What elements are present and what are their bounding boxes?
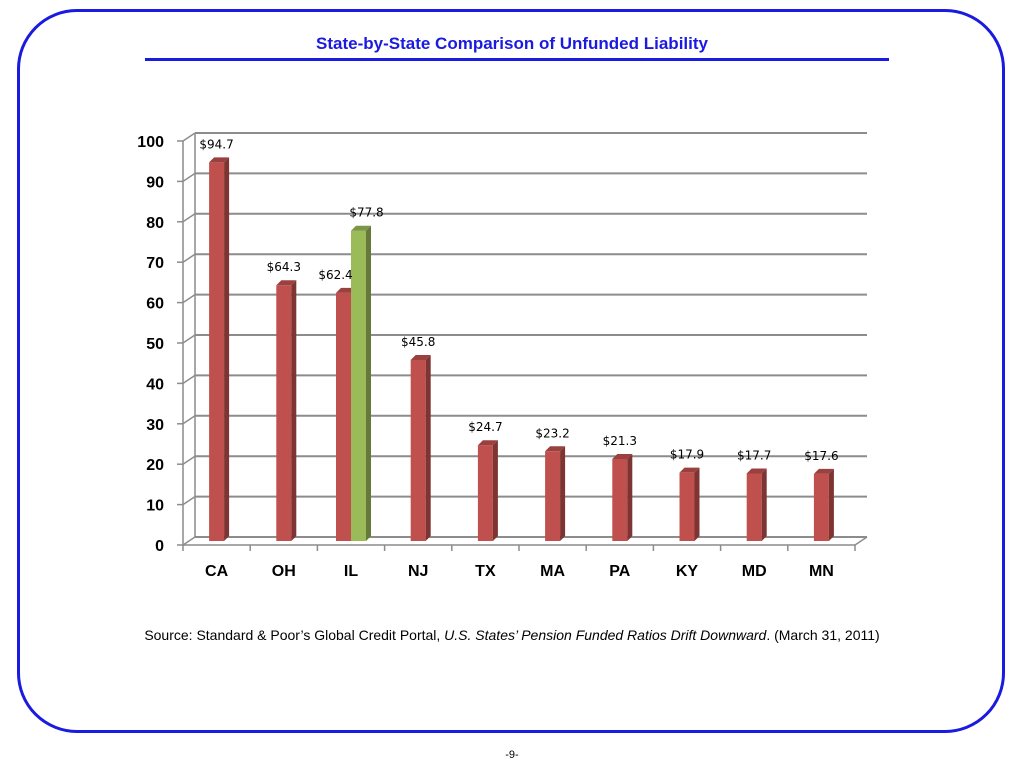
bar-top: [477, 440, 498, 446]
bar: [679, 472, 695, 541]
y-axis-tick-labels: 0 10 20 30 40 50 60 70 80 90 100: [137, 134, 164, 555]
x-tick-label: IL: [344, 563, 358, 580]
bar: [351, 230, 366, 542]
bar: [746, 473, 762, 541]
bar: [336, 292, 351, 541]
bar-top: [612, 453, 633, 459]
y-tick-label: 100: [137, 134, 164, 151]
bar-side: [560, 446, 566, 541]
floor-right-edge: [854, 536, 868, 546]
bar-top: [545, 446, 566, 452]
bar-side: [291, 280, 297, 541]
gridline-depth: [182, 374, 196, 385]
y-tick-label: 20: [146, 457, 164, 474]
source-publication: U.S. States’ Pension Funded Ratios Drift…: [444, 627, 767, 643]
bar-top: [276, 280, 297, 286]
bar: [477, 445, 493, 541]
y-tick-label: 70: [146, 255, 164, 272]
bar-value-label: $21.3: [603, 434, 637, 448]
x-tick-label: OH: [272, 563, 296, 580]
gridline-depth: [182, 455, 196, 465]
data-labels: $94.7 $64.3 $62.4 $77.8 $45.8 $24.7 $23.2 $21.3…: [199, 137, 838, 462]
source-prefix: Source: Standard & Poor’s Global Credit …: [144, 627, 445, 643]
x-tick-label: MD: [742, 563, 767, 580]
gridlines: [182, 132, 867, 546]
bar-side: [425, 354, 431, 541]
bar-value-label: $77.8: [349, 206, 383, 220]
x-tick-label: CA: [205, 563, 229, 580]
x-tick-label: NJ: [408, 563, 428, 580]
bar-side: [366, 225, 371, 542]
bar-value-label: $62.4: [318, 268, 352, 282]
slide-title: State-by-State Comparison of Unfunded Li…: [316, 34, 708, 53]
y-tick-label: 80: [146, 215, 164, 232]
gridline-depth: [182, 213, 196, 223]
bar-value-label: $23.2: [535, 426, 569, 440]
bar: [612, 458, 628, 541]
y-tick-label: 10: [146, 498, 164, 515]
gridline-depth: [182, 253, 196, 263]
bar-side: [224, 157, 230, 542]
bar-value-label: $64.3: [267, 260, 301, 274]
bar-top: [679, 467, 700, 473]
bar-side: [828, 468, 834, 541]
source-suffix: . (March 31, 2011): [766, 627, 880, 643]
y-tick-label: 30: [146, 417, 164, 434]
bar: [410, 359, 426, 541]
bar-top: [746, 468, 767, 474]
bar-value-label: $17.7: [737, 448, 771, 462]
bar: [545, 451, 561, 541]
bar-value-label: $17.9: [670, 448, 704, 462]
bar-side: [761, 468, 767, 541]
gridline-depth: [182, 172, 196, 183]
bars: [209, 157, 834, 542]
gridline-depth: [182, 536, 196, 546]
x-tick-label: KY: [676, 563, 699, 580]
bar-value-label: $94.7: [199, 137, 233, 151]
gridline-depth: [182, 495, 196, 506]
x-axis-tick-labels: CA OH IL NJ TX MA PA KY MD MN: [205, 563, 834, 580]
slide-frame: [17, 9, 1005, 733]
source-citation: Source: Standard & Poor’s Global Credit …: [0, 627, 1024, 643]
x-tick-label: MN: [809, 563, 834, 580]
x-tick-label: PA: [609, 563, 630, 580]
axes: [177, 133, 868, 551]
gridline-depth: [182, 415, 196, 425]
x-tick-label: MA: [540, 563, 565, 580]
bar: [276, 285, 292, 541]
gridline-depth: [182, 334, 196, 344]
bar: [209, 162, 225, 542]
title-rule: [145, 58, 889, 61]
bar-value-label: $45.8: [401, 335, 435, 349]
bar-value-label: $17.6: [804, 449, 838, 463]
bar-side: [492, 440, 498, 541]
bar-top: [410, 354, 431, 360]
y-tick-label: 60: [146, 296, 164, 313]
bar-top: [351, 225, 371, 231]
bar-top: [813, 468, 834, 474]
bar-value-label: $24.7: [468, 420, 502, 434]
y-tick-label: 90: [146, 174, 164, 191]
gridline-depth: [182, 132, 196, 142]
bar: [813, 473, 829, 541]
gridline-depth: [182, 293, 196, 304]
bar-side: [627, 453, 633, 541]
page-number: -9-: [505, 749, 519, 761]
y-tick-label: 40: [146, 376, 164, 393]
y-tick-label: 0: [155, 538, 164, 555]
x-tick-label: TX: [475, 563, 496, 580]
bar-side: [694, 467, 700, 541]
y-tick-label: 50: [146, 336, 164, 353]
bar-top: [209, 157, 230, 163]
